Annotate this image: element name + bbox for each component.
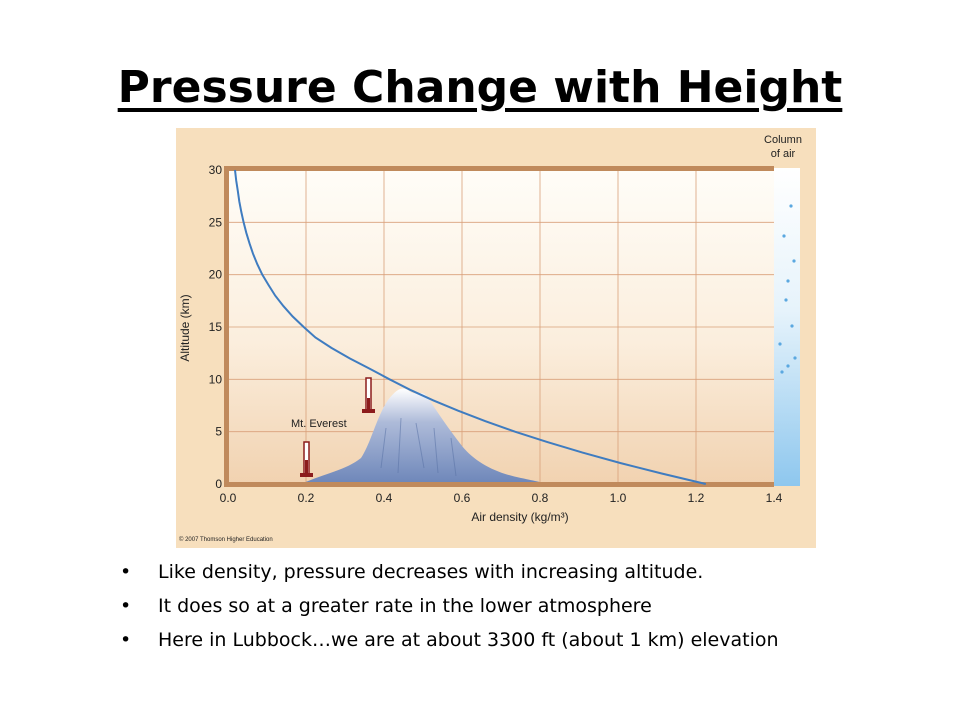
bullet-symbol: • [120, 595, 132, 617]
bullet-item: • It does so at a greater rate in the low… [120, 594, 840, 618]
column-label-line1: Column [764, 134, 802, 146]
x-tick-label: 0.6 [454, 491, 471, 505]
x-tick-label: 1.4 [766, 491, 783, 505]
bullet-item: • Here in Lubbock…we are at about 3300 ft… [120, 628, 840, 652]
y-tick-labels: 0 5 10 15 20 25 30 [209, 163, 223, 491]
mt-everest-label: Mt. Everest [291, 418, 347, 430]
density-chart: Mt. Everest Column of air 0.0 0.2 0.4 0.6 0.… [176, 128, 816, 548]
x-axis-label: Air density (kg/m³) [471, 510, 568, 524]
bullet-list: • Like density, pressure decreases with i… [120, 560, 840, 662]
y-axis-label: Altitude (km) [178, 294, 192, 361]
x-tick-label: 0.4 [376, 491, 393, 505]
y-tick-label: 15 [209, 320, 223, 334]
thermometer-base [300, 441, 313, 477]
air-molecules [778, 204, 797, 374]
y-tick-label: 0 [215, 477, 222, 491]
copyright-credit: © 2007 Thomson Higher Education [179, 536, 273, 543]
grid-lines [228, 170, 774, 484]
plot-frame [224, 166, 774, 487]
y-tick-label: 30 [209, 163, 223, 177]
y-tick-label: 25 [209, 215, 223, 229]
x-tick-label: 1.0 [610, 491, 627, 505]
y-tick-label: 10 [209, 372, 223, 386]
x-tick-label: 0.2 [298, 491, 315, 505]
x-tick-label: 1.2 [688, 491, 705, 505]
bullet-text: Like density, pressure decreases with in… [158, 561, 704, 583]
thermometer-summit [362, 377, 375, 413]
bullet-text: It does so at a greater rate in the lowe… [158, 595, 652, 617]
x-tick-label: 0.0 [220, 491, 237, 505]
density-curve [234, 169, 707, 485]
mt-everest-mountain [301, 388, 548, 484]
column-label-line2: of air [771, 148, 796, 160]
bullet-item: • Like density, pressure decreases with i… [120, 560, 840, 584]
bullet-text: Here in Lubbock…we are at about 3300 ft … [158, 629, 779, 651]
y-tick-label: 5 [215, 425, 222, 439]
mountain-shading [380, 417, 457, 477]
x-tick-label: 0.8 [532, 491, 549, 505]
bullet-symbol: • [120, 561, 132, 583]
slide-title: Pressure Change with Height [117, 62, 843, 113]
x-tick-labels: 0.0 0.2 0.4 0.6 0.8 1.0 1.2 1.4 [220, 491, 783, 505]
y-tick-label: 20 [209, 268, 223, 282]
air-column [774, 168, 800, 486]
bullet-symbol: • [120, 629, 132, 651]
